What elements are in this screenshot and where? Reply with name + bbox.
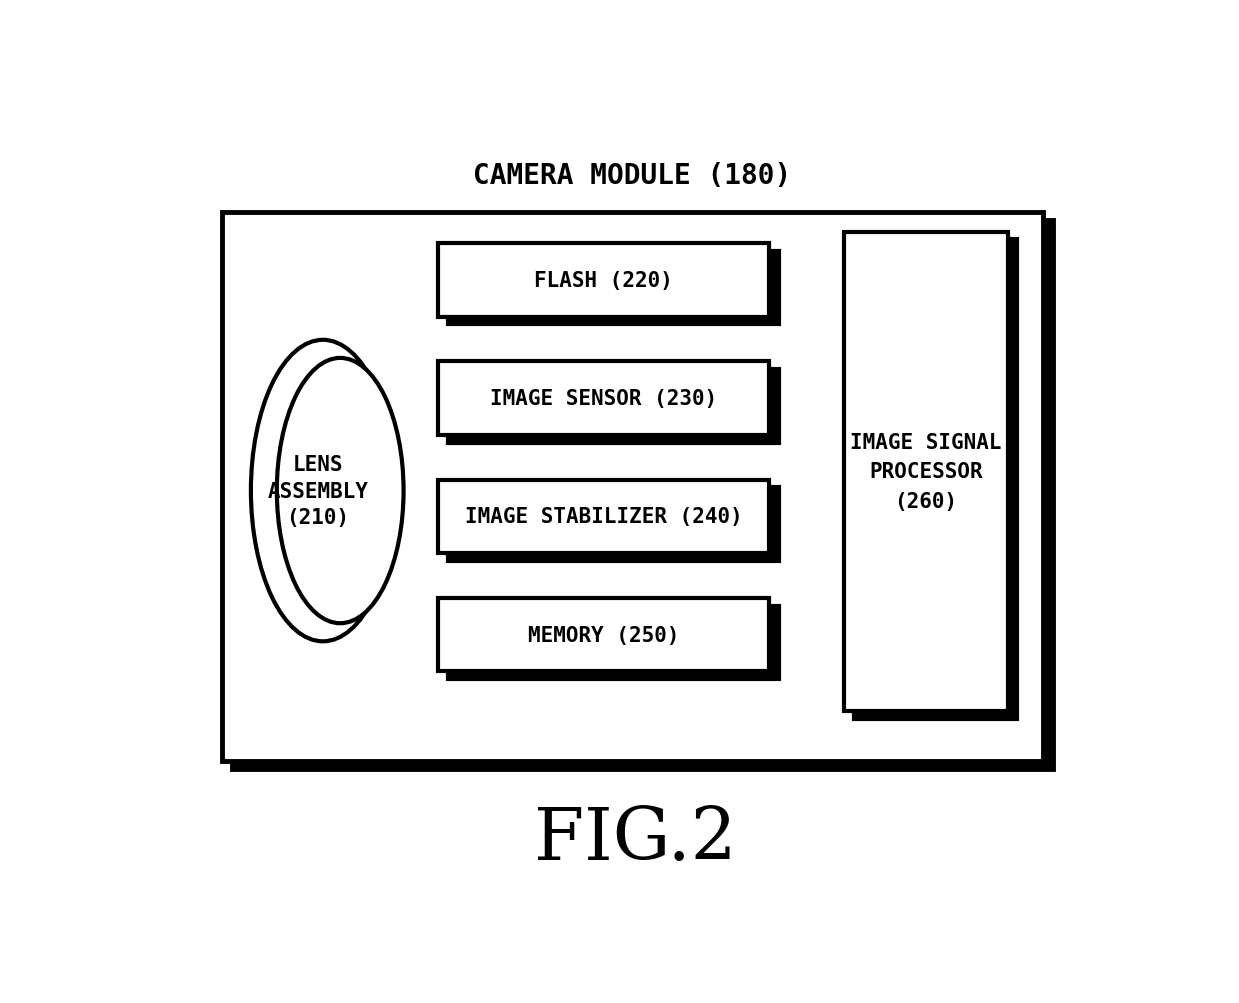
Text: FIG.2: FIG.2: [534, 803, 736, 874]
Bar: [854, 240, 1017, 719]
Text: LENS
ASSEMBLY
(210): LENS ASSEMBLY (210): [268, 454, 369, 528]
Bar: [232, 221, 1053, 769]
Bar: [447, 252, 779, 325]
Text: IMAGE STABILIZER (240): IMAGE STABILIZER (240): [465, 507, 742, 527]
Bar: [439, 244, 769, 317]
Text: FLASH (220): FLASH (220): [534, 271, 673, 291]
Bar: [439, 480, 769, 554]
Bar: [439, 599, 769, 672]
Text: IMAGE SIGNAL
PROCESSOR
(260): IMAGE SIGNAL PROCESSOR (260): [850, 432, 1001, 512]
Bar: [222, 213, 1043, 761]
Bar: [447, 370, 779, 443]
Text: MEMORY (250): MEMORY (250): [528, 625, 679, 645]
Bar: [447, 488, 779, 562]
Ellipse shape: [276, 358, 404, 624]
Bar: [447, 606, 779, 679]
Bar: [439, 362, 769, 435]
Text: CAMERA MODULE (180): CAMERA MODULE (180): [473, 161, 792, 190]
Text: IMAGE SENSOR (230): IMAGE SENSOR (230): [491, 389, 717, 409]
Bar: [844, 233, 1007, 711]
Ellipse shape: [250, 340, 395, 642]
